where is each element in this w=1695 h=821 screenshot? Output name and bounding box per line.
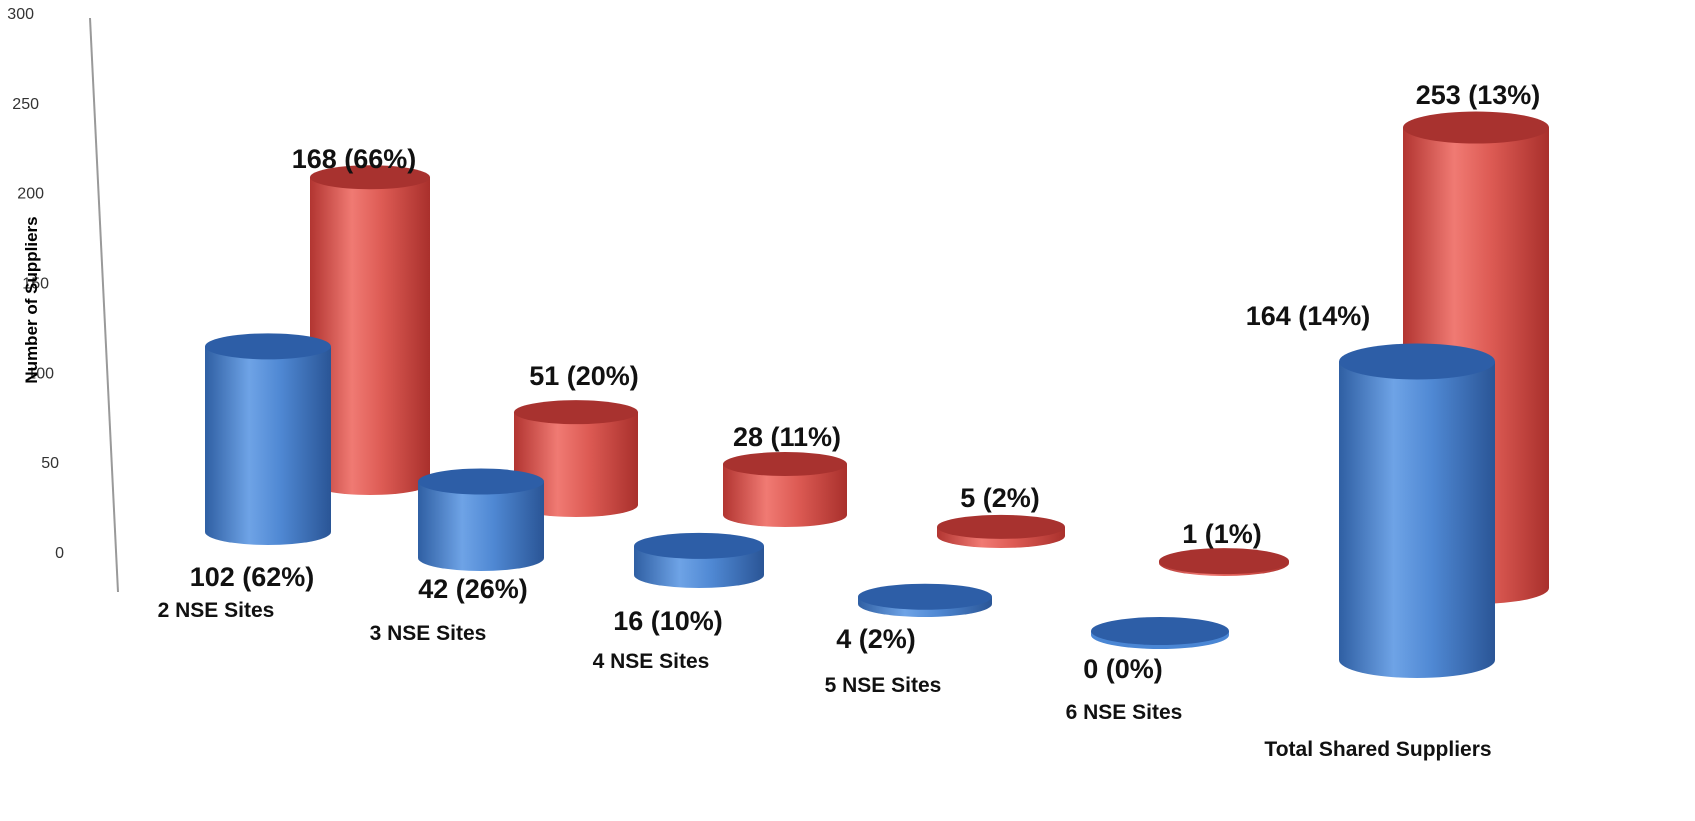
category-label: Total Shared Suppliers xyxy=(1264,738,1491,761)
category-label: 5 NSE Sites xyxy=(825,674,942,697)
y-axis-label: Number of Suppliers xyxy=(22,216,41,383)
y-tick-label: 0 xyxy=(55,545,64,562)
red-data-label: 1 (1%) xyxy=(1182,519,1262,549)
y-axis-line xyxy=(89,17,119,593)
y-axis-ticks: 0 50 100 150 200 250 300 xyxy=(7,6,64,562)
blue-data-label: 16 (10%) xyxy=(613,606,723,636)
red-data-label: 5 (2%) xyxy=(960,483,1040,513)
blue-cylinder xyxy=(205,333,331,545)
blue-cylinder xyxy=(418,468,544,571)
blue-data-label: 164 (14%) xyxy=(1246,301,1371,331)
category-label: 4 NSE Sites xyxy=(593,650,710,673)
y-tick-label: 300 xyxy=(7,6,34,23)
y-tick-label: 100 xyxy=(27,365,54,382)
red-data-label: 51 (20%) xyxy=(529,361,639,391)
category-label: 2 NSE Sites xyxy=(158,599,275,622)
plot-area: 168 (66%) 102 (62%) 51 (20%) 42 (26%) 28 (11… xyxy=(190,80,1549,684)
red-cylinder xyxy=(1159,548,1289,576)
category-label: 3 NSE Sites xyxy=(370,622,487,645)
y-tick-label: 200 xyxy=(17,186,44,203)
blue-data-label: 42 (26%) xyxy=(418,574,528,604)
blue-cylinder xyxy=(1091,617,1229,649)
category-labels: 2 NSE Sites 3 NSE Sites 4 NSE Sites 5 NSE S… xyxy=(158,599,1492,761)
y-tick-label: 50 xyxy=(41,455,59,472)
red-cylinder xyxy=(937,514,1065,548)
y-tick-label: 250 xyxy=(12,96,39,113)
red-cylinder xyxy=(310,165,430,496)
blue-data-label: 102 (62%) xyxy=(190,562,315,592)
blue-cylinder xyxy=(858,583,992,617)
red-data-label: 168 (66%) xyxy=(292,144,417,174)
blue-data-label: 0 (0%) xyxy=(1083,654,1163,684)
category-label: 6 NSE Sites xyxy=(1066,701,1183,724)
blue-cylinder xyxy=(1339,343,1495,678)
red-cylinder xyxy=(723,452,847,527)
red-data-label: 253 (13%) xyxy=(1416,80,1541,110)
y-tick-label: 150 xyxy=(22,275,49,292)
red-data-label: 28 (11%) xyxy=(733,422,841,452)
blue-data-label: 4 (2%) xyxy=(836,624,916,654)
blue-cylinder xyxy=(634,532,764,588)
red-cylinder xyxy=(514,400,638,517)
